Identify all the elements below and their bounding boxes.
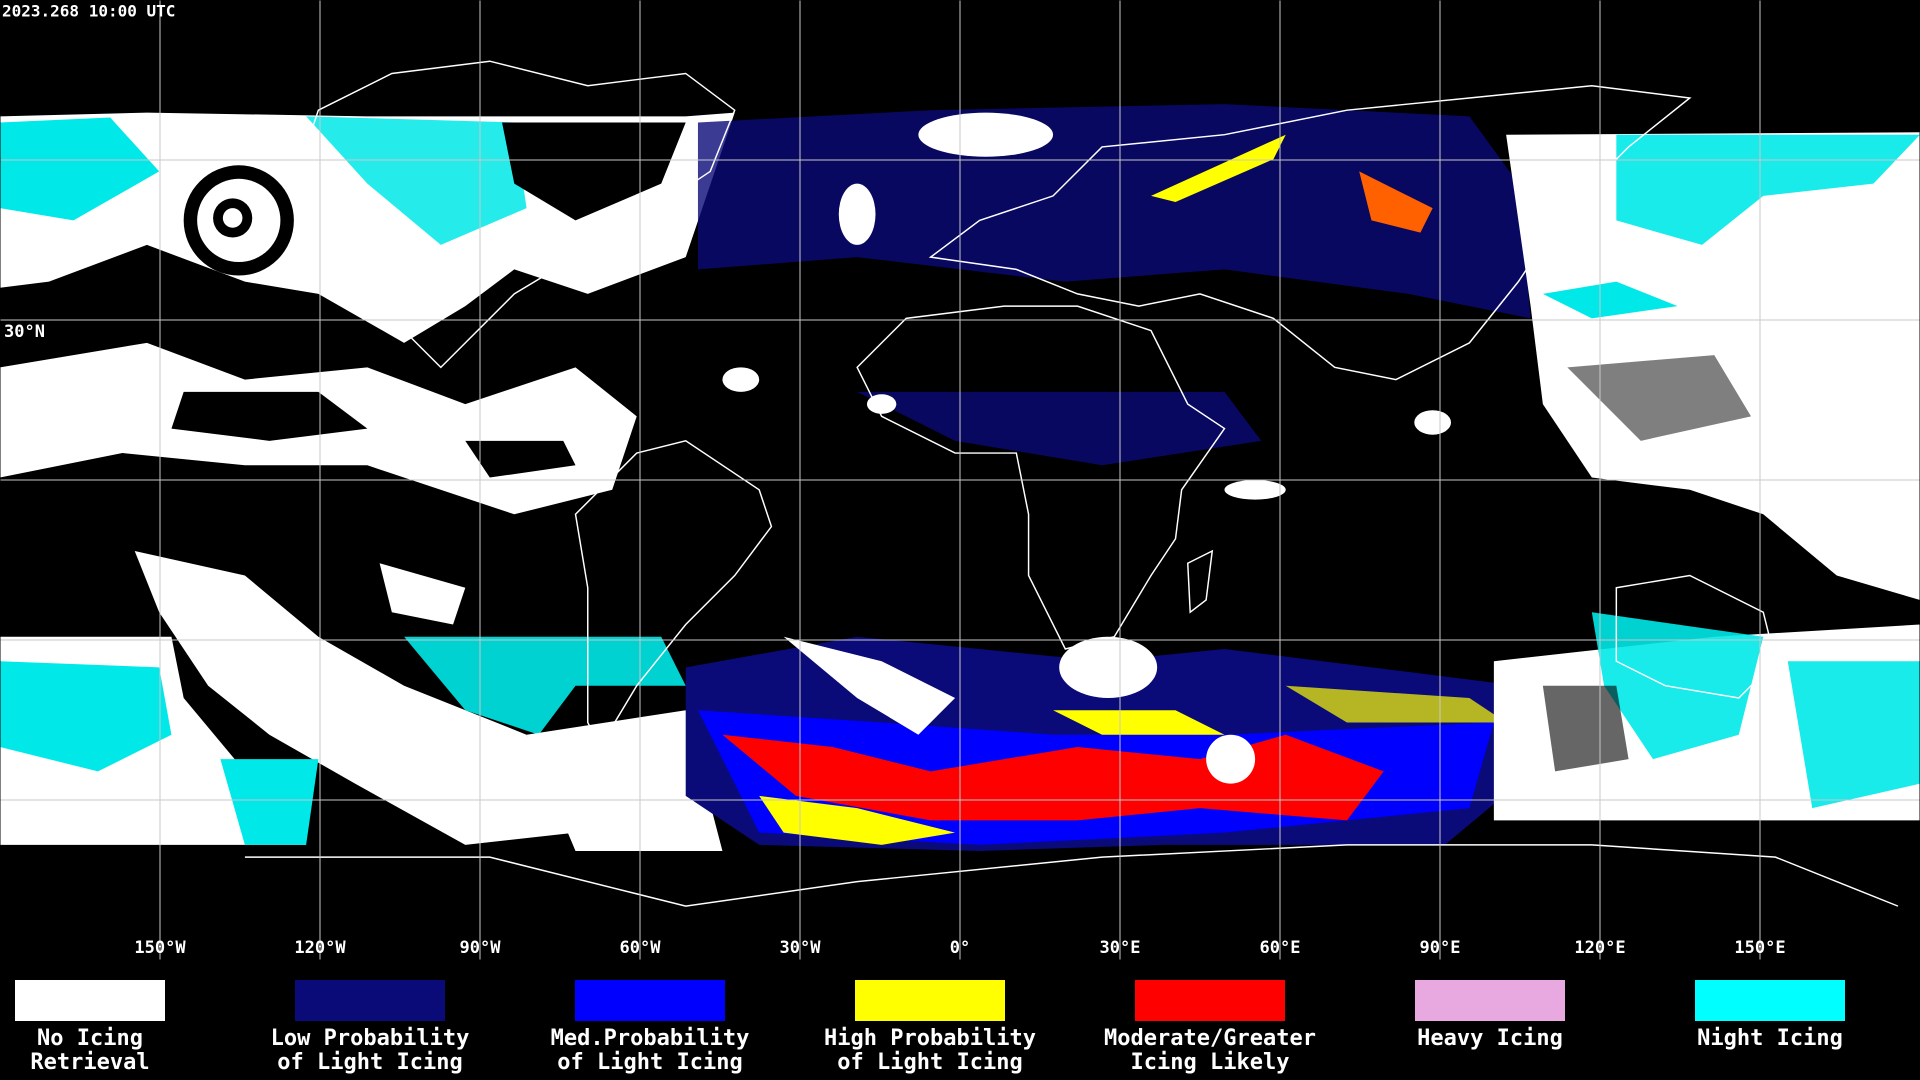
longitude-labels: 150°W 120°W 90°W 60°W 30°W 0° 30°E 60°E 90°E 120°… xyxy=(134,938,1785,958)
longitude-label: 120°W xyxy=(294,938,346,958)
legend-label: Night Icing xyxy=(1697,1026,1843,1051)
legend-label: of Light Icing xyxy=(277,1050,462,1075)
longitude-label: 90°E xyxy=(1420,938,1461,958)
longitude-label: 60°E xyxy=(1260,938,1301,958)
longitude-label: 0° xyxy=(950,938,970,958)
graticule xyxy=(0,0,1920,961)
legend-label: High Probability xyxy=(824,1026,1036,1051)
longitude-label: 150°W xyxy=(134,938,186,958)
legend-swatch xyxy=(15,980,165,1021)
legend-label: Low Probability xyxy=(271,1026,470,1051)
legend-swatch xyxy=(1415,980,1565,1021)
longitude-label: 120°E xyxy=(1574,938,1625,958)
legend-label: No Icing xyxy=(37,1026,143,1051)
legend-swatch xyxy=(855,980,1005,1021)
legend-label: Icing Likely xyxy=(1131,1050,1290,1075)
map xyxy=(0,0,1920,961)
latitude-labels: 30°N xyxy=(4,322,45,342)
longitude-label: 150°E xyxy=(1734,938,1785,958)
legend-swatch xyxy=(575,980,725,1021)
legend-label: Moderate/Greater xyxy=(1104,1026,1316,1051)
map-frame xyxy=(0,0,1920,960)
longitude-label: 30°E xyxy=(1100,938,1141,958)
longitude-label: 90°W xyxy=(460,938,502,958)
cloud-field xyxy=(0,60,1920,907)
legend-label: Med.Probability xyxy=(551,1026,750,1051)
legend-label: Retrieval xyxy=(30,1050,149,1075)
legend-label: of Light Icing xyxy=(557,1050,742,1075)
longitude-label: 30°W xyxy=(780,938,822,958)
longitude-label: 60°W xyxy=(620,938,662,958)
legend-label: of Light Icing xyxy=(837,1050,1022,1075)
timestamp: 2023.268 10:00 UTC xyxy=(2,2,175,21)
legend-swatch xyxy=(295,980,445,1021)
legend-swatch xyxy=(1695,980,1845,1021)
latitude-label: 30°N xyxy=(4,322,45,342)
legend-swatch xyxy=(1135,980,1285,1021)
legend-label: Heavy Icing xyxy=(1417,1026,1563,1051)
